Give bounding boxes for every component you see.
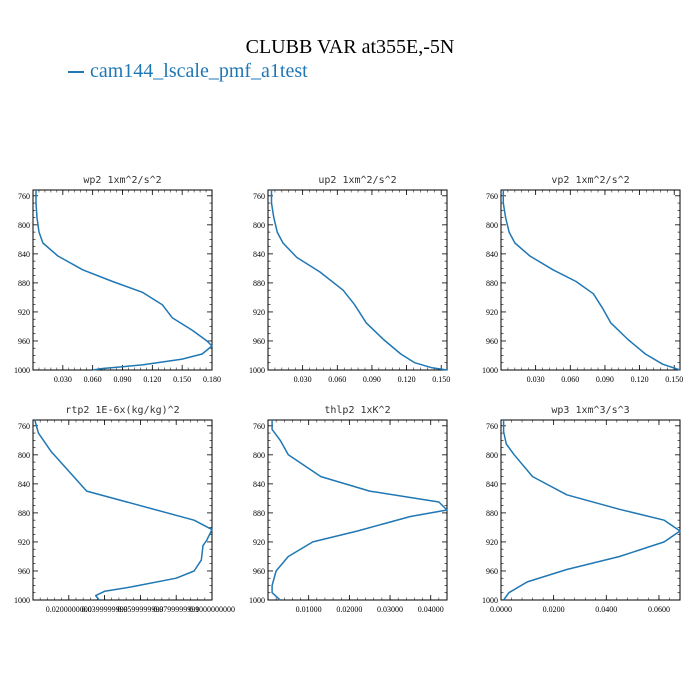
y-tick-label: 760	[18, 192, 30, 201]
y-tick-label: 960	[486, 567, 498, 576]
x-tick-label: 0.090	[596, 375, 614, 384]
x-tick-label: 0.03000	[377, 605, 403, 614]
x-tick-label: 0.120	[143, 375, 161, 384]
y-tick-label: 760	[486, 422, 498, 431]
x-tick-label: 0.030	[527, 375, 545, 384]
chart-grid: wp2 1xm^2/s^2 760 800 840 880 920 960 1000 0.030…	[0, 0, 700, 700]
y-tick-label: 960	[486, 337, 498, 346]
plot-frame	[501, 420, 680, 600]
y-tick-label: 880	[486, 279, 498, 288]
series-line	[36, 190, 212, 370]
y-tick-label: 800	[253, 451, 265, 460]
x-tick-label: 0.150	[665, 375, 683, 384]
panel-3: rtp2 1E-6x(kg/kg)^2 760 800 840 880 920 960 100…	[14, 405, 235, 614]
x-tick-label: 0.090	[363, 375, 381, 384]
y-tick-label: 760	[486, 192, 498, 201]
y-tick-label: 840	[486, 480, 498, 489]
y-tick-label: 920	[18, 538, 30, 547]
x-tick-label: 0.150	[432, 375, 450, 384]
panel-2: vp2 1xm^2/s^2 760 800 840 880 920 960 1000 0.030…	[482, 175, 683, 384]
panel-title: thlp2 1xK^2	[324, 405, 390, 416]
y-tick-label: 840	[253, 250, 265, 259]
y-tick-label: 920	[253, 308, 265, 317]
y-tick-label: 1000	[14, 366, 30, 375]
panel-title: rtp2 1E-6x(kg/kg)^2	[65, 405, 179, 416]
y-tick-label: 880	[253, 509, 265, 518]
x-tick-label: 0.1000000000	[189, 605, 235, 614]
y-tick-label: 800	[18, 451, 30, 460]
series-line	[272, 190, 448, 370]
x-tick-label: 0.02000	[336, 605, 362, 614]
plot-frame	[268, 420, 447, 600]
y-tick-label: 1000	[249, 596, 265, 605]
x-tick-label: 0.0600	[648, 605, 670, 614]
x-tick-label: 0.060	[561, 375, 579, 384]
plot-frame	[268, 190, 447, 370]
panel-1: up2 1xm^2/s^2 760 800 840 880 920 960 1000 0.030…	[249, 175, 450, 384]
y-tick-label: 880	[18, 509, 30, 518]
y-tick-label: 1000	[482, 366, 498, 375]
panel-4: thlp2 1xK^2 760 800 840 880 920 960 1000 0.01000…	[249, 405, 447, 614]
x-tick-label: 0.120	[398, 375, 416, 384]
x-tick-label: 0.0400	[595, 605, 617, 614]
plot-frame	[501, 190, 680, 370]
panel-title: up2 1xm^2/s^2	[318, 175, 396, 186]
y-tick-label: 920	[253, 538, 265, 547]
y-tick-label: 800	[18, 221, 30, 230]
y-tick-label: 880	[253, 279, 265, 288]
x-tick-label: 0.0200	[543, 605, 565, 614]
y-tick-label: 960	[253, 337, 265, 346]
y-tick-label: 920	[486, 308, 498, 317]
x-tick-label: 0.150	[173, 375, 191, 384]
y-tick-label: 920	[18, 308, 30, 317]
y-tick-label: 960	[18, 567, 30, 576]
y-tick-label: 840	[18, 250, 30, 259]
plot-frame	[33, 190, 212, 370]
y-tick-label: 760	[18, 422, 30, 431]
y-tick-label: 1000	[482, 596, 498, 605]
series-line	[35, 420, 212, 600]
y-tick-label: 960	[253, 567, 265, 576]
series-line	[504, 420, 680, 600]
y-tick-label: 880	[486, 509, 498, 518]
y-tick-label: 800	[486, 451, 498, 460]
x-tick-label: 0.060	[84, 375, 102, 384]
x-tick-label: 0.060	[328, 375, 346, 384]
x-tick-label: 0.180	[203, 375, 221, 384]
y-tick-label: 760	[253, 422, 265, 431]
x-tick-label: 0.090	[114, 375, 132, 384]
plot-frame	[33, 420, 212, 600]
y-tick-label: 840	[18, 480, 30, 489]
panel-title: vp2 1xm^2/s^2	[551, 175, 629, 186]
panel-5: wp3 1xm^3/s^3 760 800 840 880 920 960 10000.000…	[482, 405, 680, 614]
panel-title: wp2 1xm^2/s^2	[83, 175, 161, 186]
x-tick-label: 0.0000	[490, 605, 512, 614]
x-tick-label: 0.01000	[296, 605, 322, 614]
y-tick-label: 800	[253, 221, 265, 230]
y-tick-label: 880	[18, 279, 30, 288]
x-tick-label: 0.120	[631, 375, 649, 384]
y-tick-label: 800	[486, 221, 498, 230]
y-tick-label: 1000	[249, 366, 265, 375]
x-tick-label: 0.04000	[418, 605, 444, 614]
y-tick-label: 840	[486, 250, 498, 259]
y-tick-label: 920	[486, 538, 498, 547]
series-line	[503, 190, 680, 370]
y-tick-label: 840	[253, 480, 265, 489]
x-tick-label: 0.030	[294, 375, 312, 384]
y-tick-label: 960	[18, 337, 30, 346]
panel-0: wp2 1xm^2/s^2 760 800 840 880 920 960 1000 0.030…	[14, 175, 221, 384]
series-line	[272, 420, 447, 600]
y-tick-label: 760	[253, 192, 265, 201]
x-tick-label: 0.030	[54, 375, 72, 384]
panel-title: wp3 1xm^3/s^3	[551, 405, 629, 416]
y-tick-label: 1000	[14, 596, 30, 605]
